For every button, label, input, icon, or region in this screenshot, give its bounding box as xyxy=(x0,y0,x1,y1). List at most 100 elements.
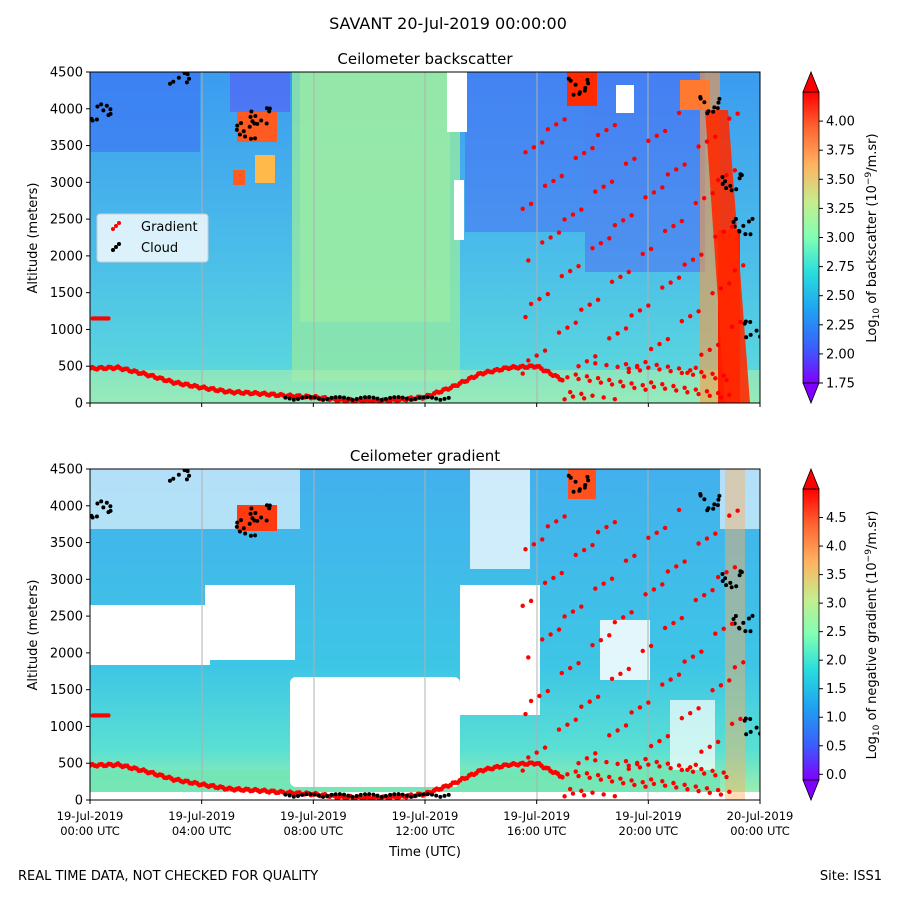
gradient-marker xyxy=(607,633,612,638)
cloud-marker xyxy=(316,793,321,798)
colorbar-tick-label: 3.5 xyxy=(826,568,847,583)
gradient-marker xyxy=(662,783,668,788)
cloud-marker xyxy=(371,395,376,400)
gradient-marker xyxy=(715,177,721,183)
gradient-marker xyxy=(693,387,698,392)
gradient-marker xyxy=(579,604,584,609)
cloud-marker xyxy=(367,792,372,797)
cloud-marker xyxy=(425,395,430,400)
colorbar-tick-label: 2.25 xyxy=(826,318,855,333)
gradient-marker xyxy=(609,382,615,387)
gradient-marker xyxy=(648,246,654,252)
gradient-marker xyxy=(654,759,659,765)
cloud-marker xyxy=(354,396,359,401)
gradient-marker xyxy=(621,218,626,223)
gradient-marker xyxy=(567,786,573,792)
gradient-marker xyxy=(721,373,726,378)
gradient-marker xyxy=(643,387,648,392)
gradient-marker xyxy=(528,698,534,704)
gradient-marker xyxy=(657,738,662,744)
cloud-marker xyxy=(571,489,576,494)
gradient-marker xyxy=(727,678,732,683)
gradient-marker xyxy=(693,784,698,789)
gradient-marker xyxy=(674,564,679,569)
gradient-y-axis: 0 500 1000 1500 2000 2500 3000 3500 4000 4500 xyxy=(50,463,90,809)
cloud-marker xyxy=(108,111,113,116)
cloud-marker xyxy=(754,328,759,333)
cloud-marker xyxy=(250,119,255,124)
gradient-marker xyxy=(710,371,715,376)
colorbar-tick-label: 2.50 xyxy=(826,289,855,304)
gradient-marker xyxy=(707,744,712,750)
cloud-marker xyxy=(396,792,401,797)
cloud-marker xyxy=(101,505,106,510)
cloud-marker xyxy=(762,724,766,728)
gradient-marker xyxy=(542,348,548,353)
gradient-marker xyxy=(724,172,729,178)
gradient-marker xyxy=(623,723,629,728)
gradient-marker xyxy=(570,212,576,217)
gradient-marker xyxy=(721,770,726,775)
gradient-marker xyxy=(696,541,701,546)
gradient-marker xyxy=(713,773,718,778)
gradient-marker xyxy=(531,145,537,150)
gradient-marker xyxy=(565,772,570,777)
cloud-marker xyxy=(375,793,380,798)
gradient-marker xyxy=(570,791,576,796)
gradient-marker xyxy=(612,396,618,402)
gradient-marker xyxy=(693,597,698,603)
gradient-marker xyxy=(584,374,590,379)
cloud-marker xyxy=(176,464,180,468)
gradient-marker xyxy=(601,184,606,189)
legend: Gradient Cloud xyxy=(96,213,209,263)
y-tick-label: 3500 xyxy=(50,139,83,154)
gradient-marker xyxy=(660,285,665,290)
gradient-marker xyxy=(579,391,584,397)
cloud-marker xyxy=(731,219,736,224)
cloud-marker xyxy=(253,510,258,515)
gradient-marker xyxy=(679,218,685,224)
cloud-marker xyxy=(346,396,351,401)
gradient-marker xyxy=(573,155,578,161)
gradient-marker xyxy=(701,592,707,598)
cloud-marker xyxy=(264,503,269,508)
gradient-marker xyxy=(540,537,545,542)
gradient-marker xyxy=(579,704,584,709)
cloud-marker xyxy=(724,583,729,588)
cloud-marker xyxy=(724,186,729,191)
cloud-marker xyxy=(734,187,739,192)
cloud-marker xyxy=(184,80,189,85)
gradient-marker xyxy=(704,389,710,394)
gradient-marker xyxy=(665,569,671,574)
gradient-marker xyxy=(584,359,590,364)
cloud-marker xyxy=(446,395,451,400)
gradient-marker xyxy=(540,240,545,245)
gradient-marker xyxy=(612,793,618,799)
cloud-marker xyxy=(733,614,738,619)
cloud-marker xyxy=(295,794,300,799)
gradient-marker xyxy=(632,782,637,788)
gradient-marker xyxy=(587,378,592,384)
marker-layer-top xyxy=(90,72,760,403)
gradient-marker xyxy=(710,191,715,196)
gradient-marker xyxy=(660,185,665,190)
cloud-marker xyxy=(734,584,739,589)
cloud-marker xyxy=(720,174,725,179)
gradient-marker xyxy=(668,677,673,682)
gradient-marker xyxy=(693,762,698,768)
cloud-marker xyxy=(239,518,244,523)
gradient-marker xyxy=(665,364,671,369)
gradient-marker xyxy=(682,782,687,787)
cloud-marker xyxy=(573,479,578,484)
gradient-marker xyxy=(640,779,645,785)
gradient-marker xyxy=(526,258,531,263)
y-tick-label: 1500 xyxy=(50,286,83,301)
gradient-marker xyxy=(579,788,584,794)
legend-cloud-label: Cloud xyxy=(141,241,178,256)
gradient-marker xyxy=(601,395,606,400)
gradient-marker xyxy=(526,358,531,363)
cloud-marker xyxy=(321,794,326,799)
cloud-marker xyxy=(234,524,239,529)
cloud-marker xyxy=(235,123,240,128)
gradient-marker xyxy=(612,620,618,625)
